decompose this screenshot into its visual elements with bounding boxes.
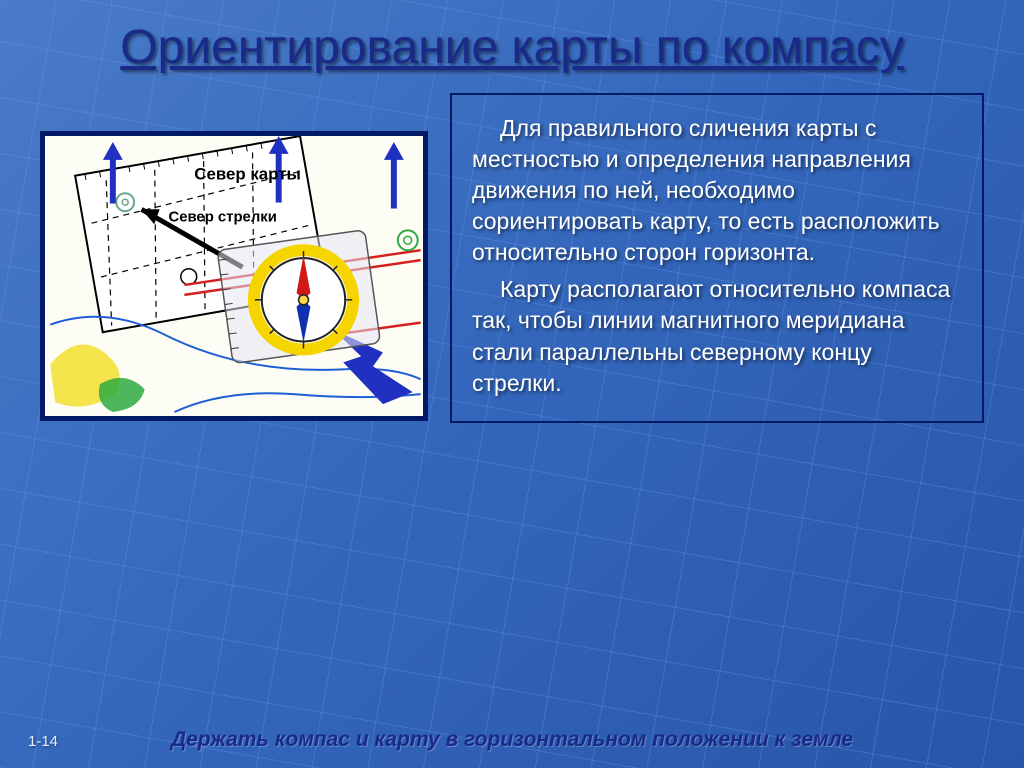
diagram-label-mid: Север стрелки: [168, 210, 276, 226]
paragraph-1: Для правильного сличения карты с местнос…: [472, 113, 962, 268]
paragraph-2: Карту располагают относительно компаса т…: [472, 274, 962, 398]
compass-map-diagram: Север карты Север стрелки: [45, 136, 423, 416]
content-row: Север карты Север стрелки Для правильног…: [40, 93, 984, 422]
diagram-frame: Север карты Север стрелки: [40, 131, 428, 421]
slide-title: Ориентирование карты по компасу: [40, 20, 984, 75]
footer-caption: Держать компас и карту в горизонтальном …: [0, 728, 1024, 752]
diagram-label-top: Север карты: [194, 165, 301, 184]
slide: Ориентирование карты по компасу: [0, 0, 1024, 768]
text-box: Для правильного сличения карты с местнос…: [450, 93, 984, 422]
